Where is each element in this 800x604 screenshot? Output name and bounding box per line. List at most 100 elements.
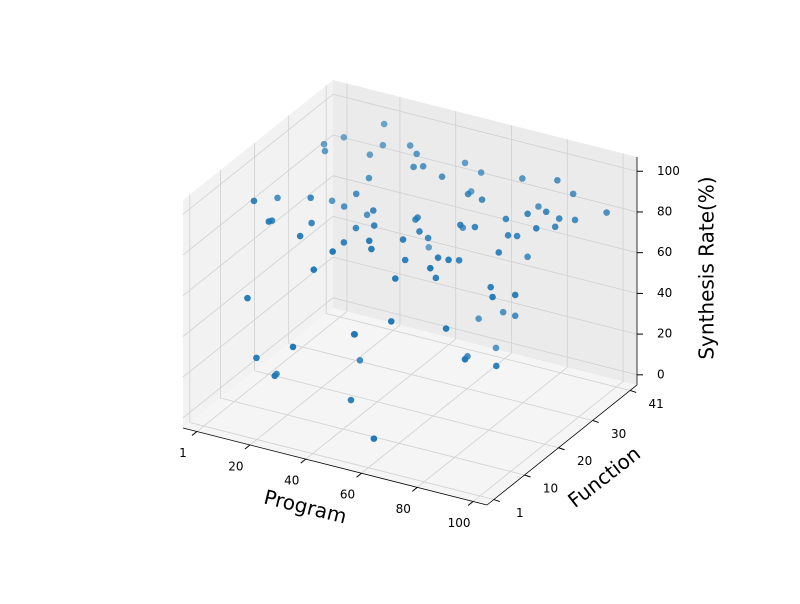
- x-tick-label: 40: [284, 474, 299, 488]
- y-tick-label: 1: [516, 506, 524, 520]
- point: [352, 224, 360, 232]
- point: [368, 245, 375, 253]
- y-axis-label: Function: [563, 441, 645, 512]
- point: [524, 210, 531, 218]
- point: [426, 264, 434, 272]
- grid-line: [417, 367, 568, 488]
- point: [461, 159, 469, 167]
- point: [445, 256, 452, 264]
- point: [366, 151, 374, 159]
- point: [253, 354, 260, 362]
- point: [387, 318, 395, 325]
- x-tick-label: 100: [448, 516, 471, 530]
- grid-line: [326, 313, 631, 391]
- x-tick: [244, 444, 251, 450]
- point: [320, 140, 328, 148]
- grid-line: [361, 352, 512, 474]
- y-tick-label: 30: [611, 427, 626, 441]
- z-tick-label: 0: [657, 367, 665, 381]
- point: [321, 147, 329, 155]
- point: [273, 370, 280, 378]
- point: [502, 215, 510, 223]
- point: [244, 294, 251, 302]
- point: [492, 344, 500, 352]
- point: [489, 293, 496, 301]
- point: [432, 274, 440, 282]
- grid-line: [472, 381, 624, 502]
- point: [365, 237, 373, 245]
- y-tick-label: 10: [543, 482, 558, 496]
- z-tick-label: 100: [657, 164, 680, 178]
- point: [532, 225, 540, 232]
- grid-line: [196, 311, 348, 432]
- point: [569, 190, 577, 198]
- grid-line: [332, 216, 638, 294]
- point: [365, 174, 373, 182]
- y-tick: [524, 474, 531, 478]
- point: [554, 176, 561, 184]
- grid-line: [332, 256, 638, 335]
- grid-line: [249, 324, 401, 446]
- grid-line: [182, 216, 334, 337]
- point: [495, 249, 503, 256]
- point: [340, 203, 348, 210]
- point: [438, 173, 446, 181]
- point: [571, 216, 579, 224]
- x-tick: [411, 486, 418, 492]
- back-pane: [333, 80, 637, 385]
- grid-line: [332, 297, 638, 376]
- point: [352, 190, 360, 198]
- point: [457, 221, 464, 229]
- point: [487, 283, 495, 291]
- point: [274, 194, 281, 202]
- point: [603, 209, 610, 216]
- point: [329, 248, 336, 255]
- point: [369, 207, 377, 214]
- y-tick: [558, 447, 565, 451]
- point: [307, 194, 314, 202]
- point: [363, 211, 371, 219]
- point: [519, 175, 526, 182]
- point: [425, 244, 433, 251]
- y-tick-label: 20: [577, 454, 592, 468]
- point: [340, 239, 348, 246]
- point: [308, 219, 315, 227]
- point: [442, 325, 450, 332]
- grid-line: [182, 256, 334, 378]
- axis-line: [486, 384, 638, 506]
- grid-line: [182, 134, 334, 256]
- grid-line: [182, 93, 334, 215]
- x-axis-label: Program: [262, 485, 350, 529]
- floor-pane: [183, 308, 637, 505]
- point: [419, 162, 427, 170]
- point: [416, 228, 423, 235]
- grid-line: [288, 343, 593, 421]
- grid-line: [189, 422, 494, 500]
- z-axis-label: Synthesis Rate(%): [695, 176, 719, 359]
- point: [511, 312, 519, 320]
- z-tick-label: 80: [657, 204, 672, 218]
- y-tick-label: 41: [649, 397, 664, 411]
- point: [370, 222, 378, 229]
- point: [410, 163, 417, 171]
- point: [478, 196, 486, 203]
- point: [265, 218, 273, 225]
- point: [310, 266, 318, 273]
- x-tick-label: 80: [396, 502, 411, 516]
- point: [379, 141, 387, 149]
- point: [464, 352, 471, 360]
- y-tick: [493, 499, 500, 503]
- point: [434, 254, 442, 261]
- y-tick: [630, 389, 637, 393]
- axis-line: [182, 427, 488, 506]
- z-tick-label: 60: [657, 245, 672, 259]
- point: [424, 234, 432, 242]
- y-tick: [592, 419, 599, 423]
- point: [391, 275, 399, 282]
- point: [347, 396, 355, 404]
- x-tick: [191, 431, 198, 436]
- point: [513, 232, 521, 240]
- z-tick-label: 20: [657, 327, 672, 341]
- point: [350, 330, 358, 338]
- x-tick-label: 60: [340, 488, 355, 502]
